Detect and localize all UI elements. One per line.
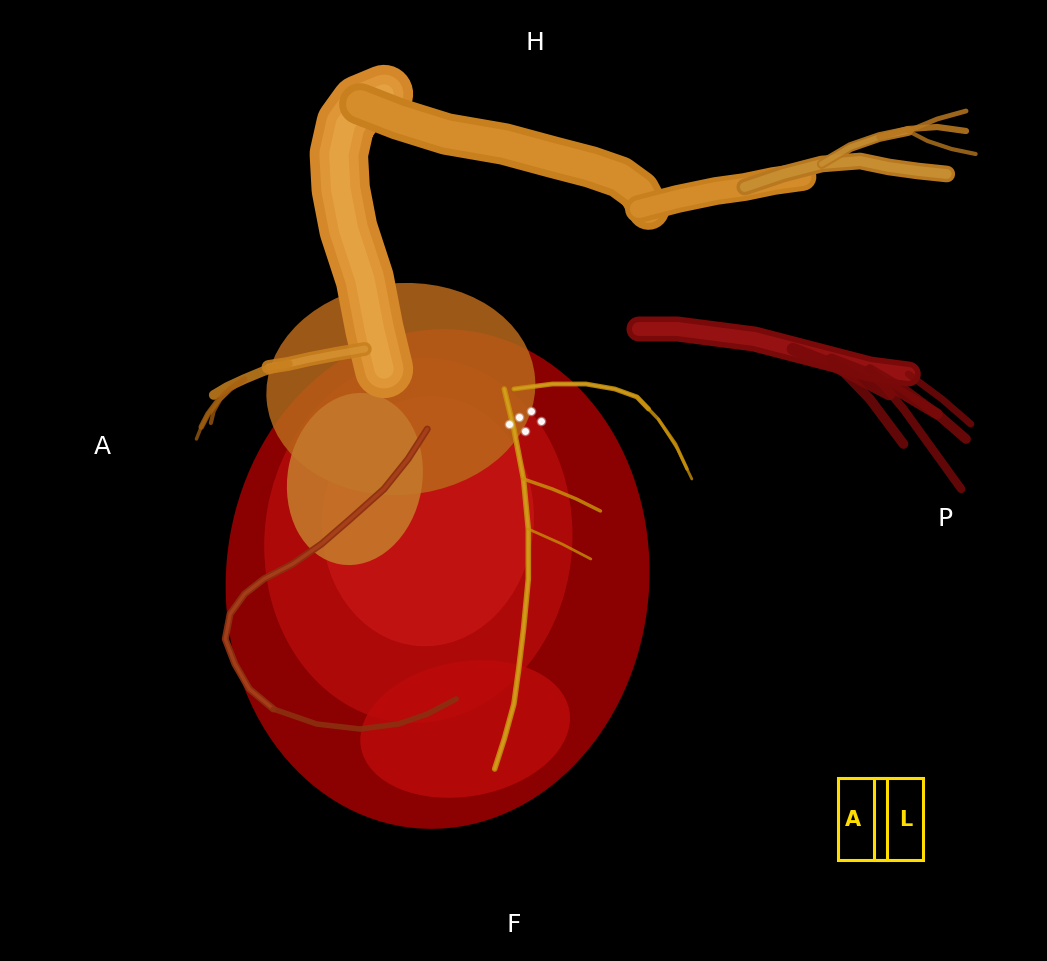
Text: A: A	[93, 435, 111, 458]
Text: A: A	[845, 809, 862, 829]
Ellipse shape	[287, 393, 423, 565]
Text: H: H	[526, 32, 544, 55]
Ellipse shape	[322, 397, 534, 647]
Ellipse shape	[264, 358, 573, 724]
Text: L: L	[899, 809, 912, 829]
Bar	[838, 778, 887, 860]
Bar	[873, 778, 922, 860]
Ellipse shape	[226, 330, 649, 829]
Text: P: P	[937, 507, 953, 530]
Text: F: F	[507, 913, 521, 936]
Ellipse shape	[360, 660, 570, 798]
Ellipse shape	[266, 283, 535, 496]
